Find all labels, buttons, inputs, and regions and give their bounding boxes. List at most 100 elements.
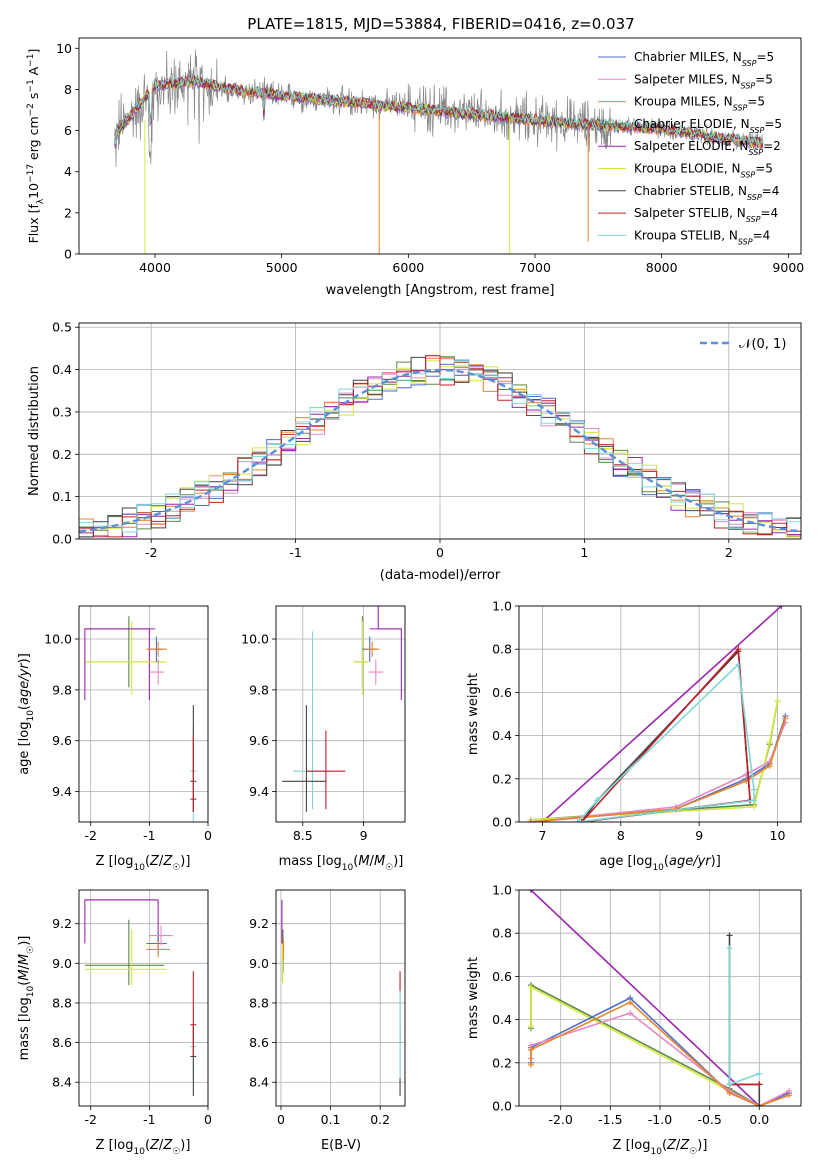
label-part: Z (162, 854, 173, 869)
y-tick-label: 6 (64, 123, 72, 138)
series-line-8 (577, 662, 755, 822)
label-part: ☉ (385, 863, 393, 873)
x-tick-label: 2 (725, 545, 733, 560)
y-tick-label: 10 (56, 41, 72, 56)
y-axis-label: mass weight (466, 957, 481, 1039)
series-line-6 (728, 935, 761, 1106)
legend-sub: SSP (748, 148, 763, 157)
y-tick-label: 10.0 (241, 632, 269, 647)
label-part: )] (17, 653, 32, 663)
y-tick-label: 9.4 (249, 784, 269, 799)
y-tick-label: 8.8 (249, 995, 269, 1010)
legend-text: Kroupa ELODIE, N (634, 162, 741, 176)
legend-text: =5 (755, 162, 773, 176)
legend-label: Chabrier STELIB, NSSP=4 (634, 184, 779, 202)
label-part: mass [log (279, 854, 342, 869)
y-tick-label: 0.3 (52, 404, 72, 419)
y-tick-label: 0.5 (52, 320, 72, 335)
y-axis-label: Flux [fλ10−17 erg cm−2 s−1 A−1] (26, 49, 46, 244)
legend-text: =5 (764, 117, 782, 131)
y-axis-label: Normed distribution (27, 366, 42, 496)
point-marker (726, 1081, 733, 1088)
legend-label: 𝒩(0, 1) (739, 337, 786, 352)
chart-spectrum: 4000 5000 6000 7000 8000 9000 0 2 4 6 8 10 Chabrier … (26, 37, 804, 298)
plot-area (79, 354, 801, 538)
legend-text: Salpeter STELIB, N (634, 206, 746, 220)
x-tick-label: 1 (580, 545, 588, 560)
y-tick-label: 0.8 (492, 642, 512, 657)
point-marker (756, 1081, 763, 1088)
x-tick-label: -2 (84, 828, 96, 843)
y-tick-label: 9.0 (52, 956, 72, 971)
x-tick-label: 0.1 (321, 1112, 341, 1127)
point-marker (756, 1103, 763, 1106)
point-marker (766, 762, 773, 769)
y-tick-label: 0.2 (492, 1055, 512, 1070)
point-marker (751, 803, 757, 810)
x-tick-label: 9000 (772, 260, 804, 275)
point-marker (578, 819, 585, 822)
x-tick-label: -2.0 (549, 1112, 573, 1127)
label-part: M (358, 854, 369, 869)
x-axis-label: wavelength [Angstrom, rest frame] (326, 283, 555, 298)
x-tick-label: 8000 (646, 260, 678, 275)
y-tick-label: 8.6 (249, 1035, 269, 1050)
label-part: −1 (26, 54, 36, 67)
point-marker (751, 797, 757, 804)
legend-text: =4 (762, 184, 780, 198)
label-part: ( (145, 854, 150, 869)
limit-bracket (369, 628, 402, 701)
y-tick-label: 1.0 (492, 883, 512, 898)
chart-residuals: -2 -1 0 1 2 0.0 0.1 0.2 0.3 0.4 0.5 𝒩(0, 1) (data-mo… (27, 320, 802, 583)
label-part: M (374, 854, 385, 869)
x-tick-label: -1 (289, 545, 301, 560)
point-marker (527, 819, 534, 822)
x-tick-label: 4000 (139, 260, 171, 275)
y-tick-label: 8.4 (249, 1075, 269, 1090)
label-part: ☉ (172, 863, 180, 873)
x-tick-label: -1.0 (648, 1112, 672, 1127)
x-axis-label: Z [log10(Z/Z☉)] (96, 854, 191, 873)
x-axis-label: Z [log10(Z/Z☉)] (96, 1138, 191, 1157)
y-tick-label: 9.2 (52, 916, 72, 931)
label-part: −2 (26, 103, 36, 116)
x-tick-label: 7000 (519, 260, 551, 275)
x-tick-label: 8 (617, 828, 625, 843)
x-tick-label: 0 (436, 545, 444, 560)
x-tick-label: 8.5 (293, 828, 313, 843)
point-marker (527, 984, 534, 991)
axes-frame (78, 889, 209, 1107)
x-tick-label: 9 (695, 828, 703, 843)
plot-area (84, 616, 197, 822)
legend-sub: SSP (747, 192, 762, 201)
y-tick-label: 0 (64, 247, 72, 262)
legend-text: =5 (755, 72, 773, 86)
histogram-8 (79, 360, 801, 533)
label-part: 10 (26, 710, 36, 722)
x-tick-label: 7 (539, 828, 547, 843)
chart-mass_vs_EBV: 0 0.1 0.2 8.4 8.6 8.8 9.0 9.2 E(B-V) (249, 889, 406, 1153)
legend-text: Chabrier MILES, N (634, 50, 742, 64)
legend-sub: SSP (750, 125, 765, 134)
y-tick-label: 0.6 (492, 969, 512, 984)
plot-area (527, 890, 793, 1106)
limit-bracket (84, 899, 159, 944)
legend-text: =5 (747, 95, 765, 109)
label-part: / (370, 854, 375, 869)
label-part: 10 (652, 863, 664, 873)
label-part: ] (26, 49, 41, 54)
label-part: −1 (26, 79, 36, 92)
y-tick-label: 9.8 (249, 682, 269, 697)
legend-text: Salpeter ELODIE, N (634, 139, 748, 153)
label-part: 10 (342, 863, 354, 873)
y-tick-label: 0.2 (492, 771, 512, 786)
legend-label: Kroupa MILES, NSSP=5 (634, 95, 765, 113)
x-tick-label: 9 (360, 828, 368, 843)
label-part: M (17, 954, 32, 965)
plot-area (84, 899, 197, 1097)
label-part: Z [log (96, 854, 134, 869)
axes-frame (78, 605, 209, 823)
limit-bracket (84, 628, 156, 701)
label-part: λ (36, 198, 46, 204)
